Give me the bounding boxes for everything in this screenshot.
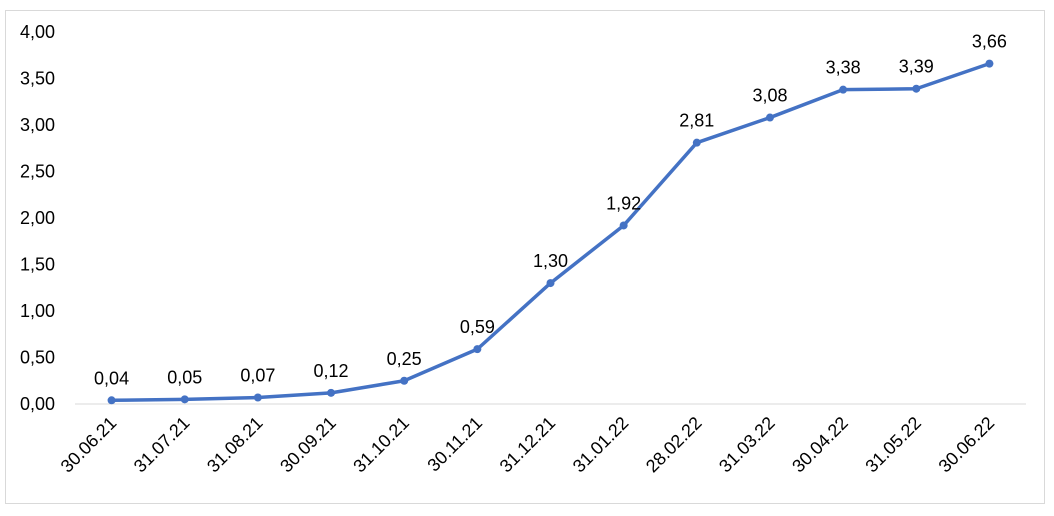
y-tick-label: 2,50	[20, 162, 55, 182]
data-point	[692, 138, 701, 147]
data-label: 3,38	[826, 58, 861, 78]
x-axis: 30.06.21 31.07.21 31.08.21 30.09.21 31.10.21…	[57, 403, 1026, 477]
x-tick-label: 31.10.21	[349, 413, 413, 477]
x-tick-label: 30.06.21	[57, 413, 121, 477]
data-labels: 0,04 0,05 0,07 0,12 0,25 0,59 1,30 1,92 2,81 3,08…	[94, 32, 1007, 389]
data-label: 1,92	[606, 193, 641, 213]
x-tick-label: 28.02.22	[642, 413, 706, 477]
data-point	[400, 376, 409, 385]
data-label: 2,81	[679, 111, 714, 131]
data-label: 0,12	[314, 361, 349, 381]
data-point	[107, 396, 116, 405]
data-label: 0,59	[460, 317, 495, 337]
data-point	[180, 395, 189, 404]
data-label: 0,25	[387, 349, 422, 369]
x-tick-label: 31.08.21	[203, 413, 267, 477]
x-tick-label: 30.09.21	[276, 413, 340, 477]
data-point	[912, 84, 921, 93]
data-label: 3,08	[752, 86, 787, 106]
data-label: 0,07	[240, 365, 275, 385]
y-tick-label: 2,00	[20, 208, 55, 228]
chart-frame	[5, 10, 1045, 504]
y-tick-label: 0,50	[20, 348, 55, 368]
y-tick-label: 0,00	[20, 394, 55, 414]
data-label: 3,66	[972, 32, 1007, 52]
data-label: 3,39	[899, 57, 934, 77]
x-tick-label: 31.05.22	[861, 413, 925, 477]
y-tick-label: 1,50	[20, 255, 55, 275]
y-tick-label: 3,00	[20, 115, 55, 135]
data-point	[985, 59, 994, 68]
y-tick-label: 1,00	[20, 301, 55, 321]
data-point	[765, 113, 774, 122]
x-tick-label: 31.01.22	[569, 413, 633, 477]
data-point	[839, 85, 848, 94]
data-point	[546, 279, 555, 288]
x-tick-label: 31.03.22	[715, 413, 779, 477]
data-point	[619, 221, 628, 230]
data-label: 0,05	[167, 367, 202, 387]
data-point	[473, 345, 482, 354]
x-tick-label: 30.06.22	[935, 413, 999, 477]
series-layer	[107, 59, 994, 405]
data-label: 1,30	[533, 251, 568, 271]
y-axis: 0,00 0,50 1,00 1,50 2,00 2,50 3,00 3,50 4,00	[20, 22, 55, 414]
x-tick-label: 31.07.21	[130, 413, 194, 477]
series-line	[109, 61, 992, 403]
data-label: 0,04	[94, 368, 129, 388]
y-tick-label: 3,50	[20, 69, 55, 89]
data-point	[327, 388, 336, 397]
y-tick-label: 4,00	[20, 22, 55, 42]
x-tick-label: 30.04.22	[788, 413, 852, 477]
x-tick-label: 31.12.21	[496, 413, 560, 477]
data-point	[253, 393, 262, 402]
x-tick-label: 30.11.21	[423, 413, 486, 476]
